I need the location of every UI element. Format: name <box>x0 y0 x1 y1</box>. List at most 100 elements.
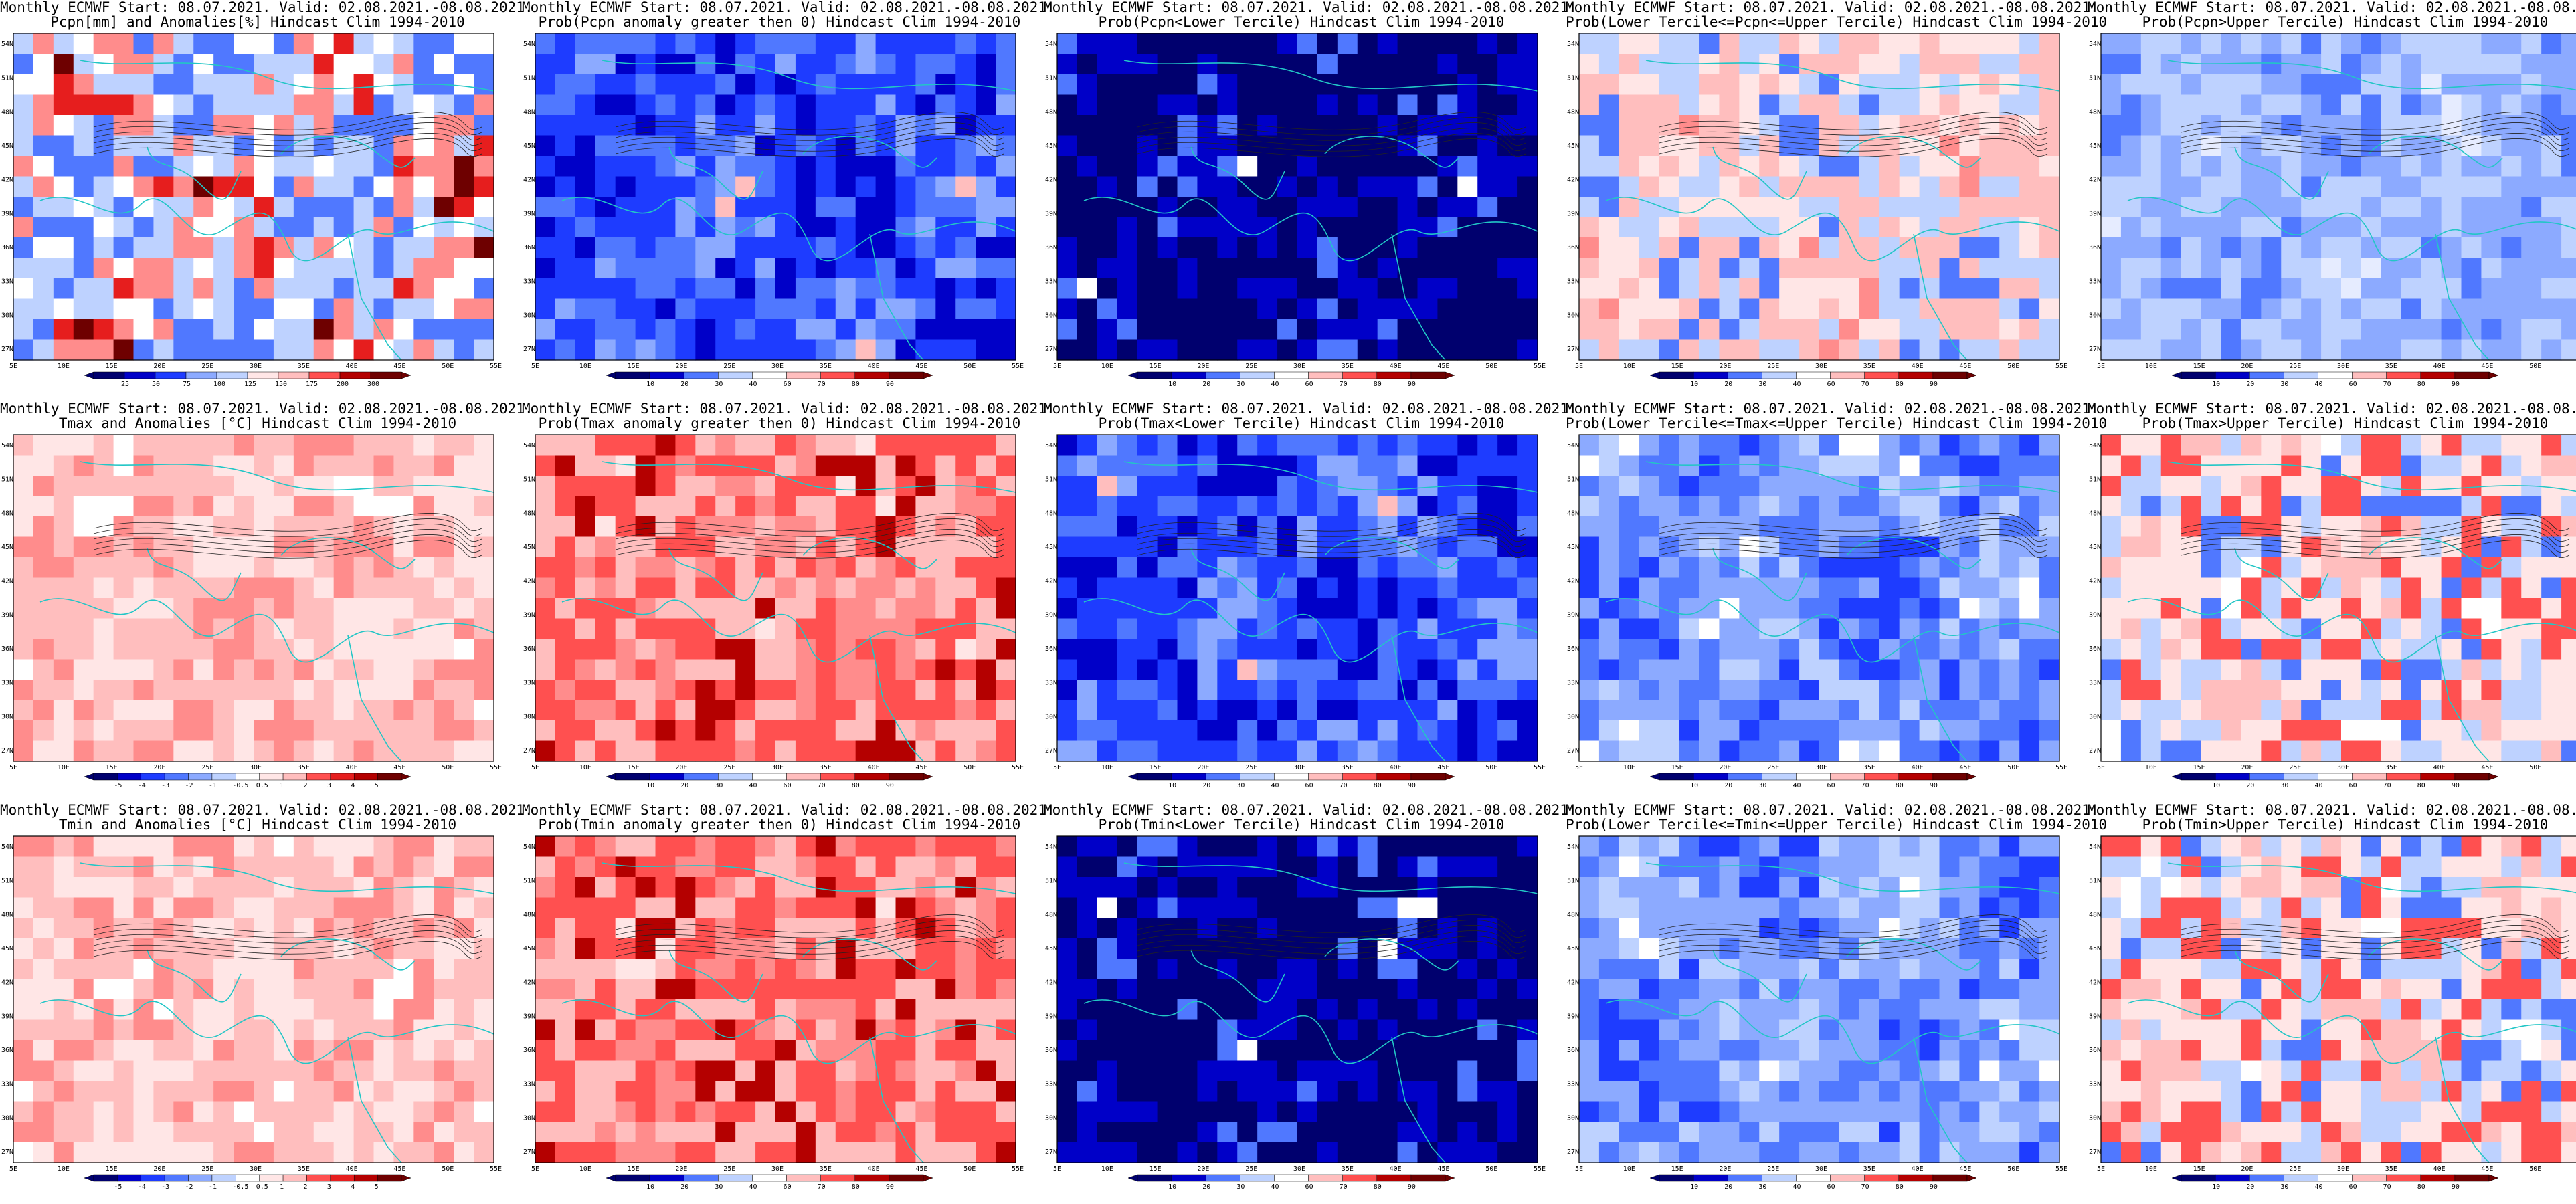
lon-tick-label: 35E <box>1342 764 1354 771</box>
lon-tick-label: 50E <box>963 1165 976 1173</box>
lat-tick-label: 54N <box>2089 442 2101 449</box>
colorbar-label: 70 <box>1861 782 1869 789</box>
lat-tick-label: 54N <box>1045 442 1057 449</box>
colorbar-label: 40 <box>2314 782 2322 789</box>
lon-tick-label: 15E <box>628 764 640 771</box>
colorbar-label: 80 <box>852 1183 860 1191</box>
map-panel: Monthly ECMWF Start: 08.07.2021. Valid: … <box>0 803 533 1204</box>
lat-tick-label: 42N <box>2089 979 2101 987</box>
lon-tick-label: 20E <box>675 363 687 370</box>
lon-tick-label: 50E <box>2529 363 2541 370</box>
contour-lines <box>1137 112 1526 157</box>
colorbar-label: 2 <box>303 782 307 789</box>
lat-tick-label: 36N <box>1567 1047 1579 1054</box>
panel-title: Monthly ECMWF Start: 08.07.2021. Valid: … <box>522 803 1055 833</box>
map-panel: Monthly ECMWF Start: 08.07.2021. Valid: … <box>1044 0 1577 401</box>
lat-tick-label: 39N <box>2089 210 2101 217</box>
colorbar-label: -1 <box>209 782 217 789</box>
panel-title-line2: Prob(Pcpn>Upper Tercile) Hindcast Clim 1… <box>2142 14 2549 30</box>
lat-tick-label: 51N <box>523 476 535 484</box>
lon-tick-label: 45E <box>2481 764 2493 771</box>
panel-title-line2: Prob(Tmin anomaly greater then 0) Hindca… <box>538 817 1021 833</box>
panel-title-line1: Monthly ECMWF Start: 08.07.2021. Valid: … <box>522 401 1055 417</box>
lat-tick-label: 42N <box>2089 177 2101 184</box>
colorbar-label: 80 <box>1896 782 1904 789</box>
lon-tick-label: 50E <box>963 764 976 771</box>
colorbar-label: 10 <box>2212 381 2220 388</box>
colorbar-label: -1 <box>209 1183 217 1191</box>
colorbar-label: 90 <box>1930 1183 1938 1191</box>
lon-tick-label: 35E <box>1863 764 1875 771</box>
lat-tick-label: 33N <box>2089 278 2101 286</box>
colorbar-label: 10 <box>1168 782 1176 789</box>
lon-tick-label: 30E <box>771 1165 784 1173</box>
colorbar-label: 30 <box>1758 1183 1766 1191</box>
contour-lines <box>1659 914 2048 960</box>
lon-tick-label: 25E <box>201 1165 213 1173</box>
lon-tick-label: 45E <box>915 1165 927 1173</box>
map-frame <box>13 835 494 1163</box>
lon-tick-label: 45E <box>915 363 927 370</box>
lon-tick-label: 20E <box>1197 1165 1209 1173</box>
colorbar-label: 10 <box>1690 782 1698 789</box>
colorbar-label: 40 <box>1792 1183 1801 1191</box>
lon-tick-label: 20E <box>1719 764 1731 771</box>
lat-tick-label: 27N <box>2089 346 2101 353</box>
colorbar-label: 10 <box>1168 1183 1176 1191</box>
colorbar-label: 60 <box>1305 782 1313 789</box>
forecast-field <box>1579 33 2060 361</box>
lon-tick-label: 5E <box>1053 1165 1061 1173</box>
lat-tick-label: 39N <box>2089 611 2101 619</box>
lat-tick-label: 33N <box>523 278 535 286</box>
panel-title-line1: Monthly ECMWF Start: 08.07.2021. Valid: … <box>2088 401 2576 417</box>
colorbar: 25 50 75 100 125 150 175 200 300 <box>84 371 411 388</box>
lon-tick-label: 10E <box>58 363 70 370</box>
colorbar-label: 60 <box>2349 1183 2357 1191</box>
lon-tick-label: 35E <box>1863 1165 1875 1173</box>
lat-tick-label: 45N <box>1045 142 1057 150</box>
lon-tick-label: 20E <box>1197 764 1209 771</box>
lon-tick-label: 45E <box>1959 363 1971 370</box>
lat-tick-label: 27N <box>1567 747 1579 755</box>
lat-tick-label: 33N <box>2089 1081 2101 1088</box>
colorbar: 10 20 30 40 60 70 80 90 <box>1649 1174 1977 1191</box>
lon-tick-label: 30E <box>1293 1165 1305 1173</box>
lat-tick-label: 45N <box>2089 142 2101 150</box>
colorbar: 10 20 30 40 60 70 80 90 <box>2171 371 2499 388</box>
lon-tick-label: 50E <box>2007 1165 2019 1173</box>
lat-tick-label: 48N <box>1045 911 1057 918</box>
forecast-field <box>1057 435 1538 762</box>
colorbar-label: 40 <box>749 381 757 388</box>
panel-title: Monthly ECMWF Start: 08.07.2021. Valid: … <box>2088 803 2576 832</box>
map-frame <box>1056 33 1538 361</box>
lon-tick-label: 5E <box>9 764 17 771</box>
contour-lines <box>615 513 1004 559</box>
colorbar-label: 60 <box>1305 381 1313 388</box>
panel-title: Monthly ECMWF Start: 08.07.2021. Valid: … <box>0 0 533 29</box>
panel-title-line1: Monthly ECMWF Start: 08.07.2021. Valid: … <box>1044 401 1577 417</box>
lat-tick-label: 48N <box>1 510 13 517</box>
lon-tick-label: 15E <box>2193 363 2205 370</box>
contour-lines <box>93 914 482 960</box>
map-panel: Monthly ECMWF Start: 08.07.2021. Valid: … <box>0 0 533 401</box>
lon-tick-label: 20E <box>1197 363 1209 370</box>
forecast-field <box>2101 435 2576 762</box>
colorbar: 10 20 30 40 60 70 80 90 <box>606 371 933 388</box>
lon-tick-label: 55E <box>490 1165 502 1173</box>
lat-tick-label: 45N <box>1 945 13 952</box>
forecast-field <box>13 836 494 1163</box>
lat-tick-label: 54N <box>1 843 13 851</box>
lat-tick-label: 51N <box>1 75 13 82</box>
forecast-field <box>535 836 1016 1163</box>
colorbar-label: 30 <box>2280 381 2288 388</box>
lat-tick-label: 48N <box>2089 510 2101 517</box>
lon-tick-label: 50E <box>2007 363 2019 370</box>
lon-tick-label: 10E <box>58 1165 70 1173</box>
colorbar-label: 90 <box>2452 1183 2460 1191</box>
lat-tick-label: 51N <box>2089 75 2101 82</box>
lon-tick-label: 15E <box>628 1165 640 1173</box>
lat-tick-label: 27N <box>1 747 13 755</box>
coastlines <box>1083 60 1538 361</box>
